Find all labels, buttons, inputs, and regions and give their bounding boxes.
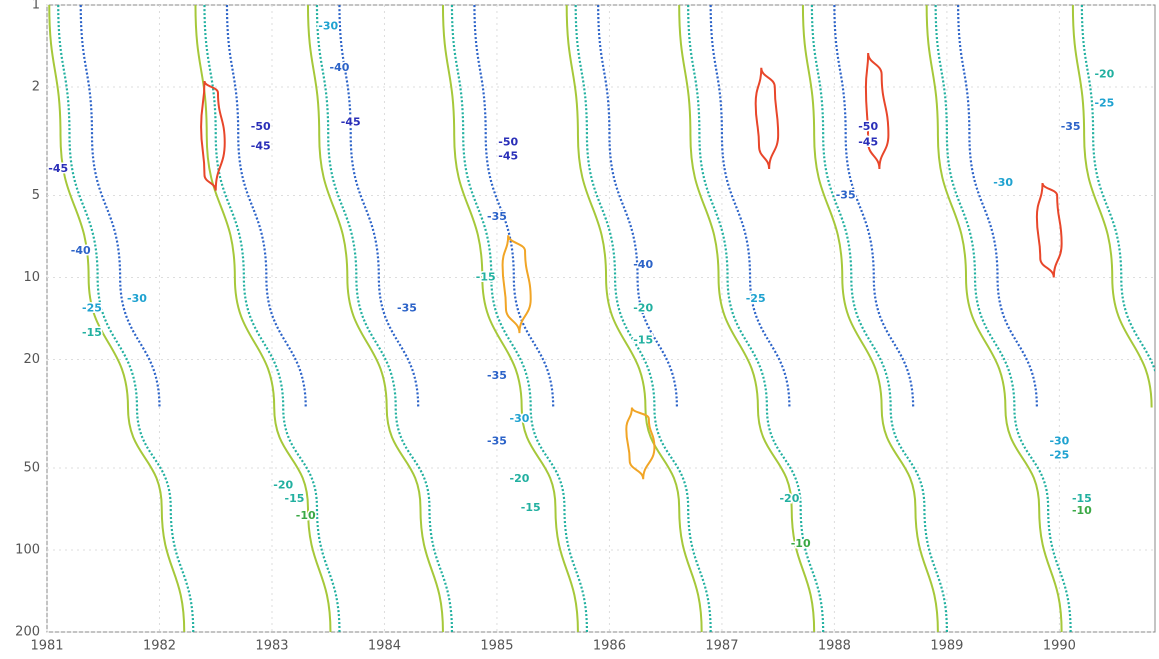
y-tick-label: 20 — [23, 352, 40, 367]
contour-line — [833, 5, 915, 408]
contour-label: -15 — [82, 326, 102, 339]
contour-label: -50 — [498, 136, 518, 149]
x-tick-label: 1984 — [368, 639, 401, 654]
contour-label: -45 — [48, 162, 68, 175]
contour-line — [934, 5, 1072, 632]
contour-label: -40 — [633, 258, 653, 271]
contour-label: -15 — [285, 492, 305, 505]
contour-label: -15 — [521, 501, 541, 514]
x-tick-label: 1989 — [930, 639, 963, 654]
contour-line — [801, 5, 939, 632]
contour-label: -25 — [1094, 97, 1114, 110]
contour-line — [1080, 5, 1155, 375]
contour-label: -50 — [858, 120, 878, 133]
contour-line — [709, 5, 791, 408]
contour-label: -15 — [476, 270, 496, 283]
contour-label: -45 — [858, 136, 878, 149]
contour-line — [225, 5, 307, 408]
contour-label: -35 — [487, 369, 507, 382]
contour-label: -25 — [1049, 448, 1069, 461]
grid — [46, 4, 1155, 633]
x-tick-label: 1990 — [1043, 639, 1076, 654]
contour-line — [473, 5, 555, 408]
contour-line — [450, 5, 589, 632]
contour-line — [687, 5, 825, 632]
contour-label: -20 — [779, 492, 799, 505]
contour-line — [203, 5, 341, 632]
plot-frame — [46, 4, 1156, 633]
contour-line — [57, 5, 195, 632]
contour-line — [597, 5, 679, 408]
contour-line — [79, 5, 161, 408]
contour-label: -35 — [1061, 120, 1081, 133]
contour-label: -35 — [397, 302, 417, 315]
contour-label: -10 — [296, 509, 316, 522]
contour-label: -45 — [498, 150, 518, 163]
contour-line — [338, 5, 420, 408]
y-tick-label: 1 — [32, 0, 40, 13]
x-tick-label: 1987 — [705, 639, 738, 654]
contour-line — [194, 5, 332, 632]
y-tick-label: 200 — [15, 625, 40, 640]
x-tick-label: 1983 — [255, 639, 288, 654]
y-tick-label: 5 — [32, 188, 40, 203]
contour-label: -30 — [510, 412, 530, 425]
y-tick-label: 50 — [23, 460, 40, 475]
contour-label: -50 — [251, 120, 271, 133]
contour-label: -35 — [487, 210, 507, 223]
contour-line — [315, 5, 454, 632]
contour-label: -35 — [836, 188, 856, 201]
contour-line — [678, 5, 816, 632]
contour-label: -15 — [1072, 492, 1092, 505]
contour-label: -30 — [127, 292, 147, 305]
contour-label: -20 — [1094, 68, 1114, 81]
contour-label: -20 — [273, 479, 293, 492]
contour-line — [441, 5, 579, 632]
contour-label: -45 — [341, 116, 361, 129]
contour-line — [957, 5, 1038, 408]
contour-label: -30 — [1049, 435, 1069, 448]
contour-label: -15 — [633, 333, 653, 346]
x-tick-label: 1988 — [818, 639, 851, 654]
x-tick-label: 1981 — [30, 639, 63, 654]
contour-line — [48, 5, 186, 632]
y-tick-label: 100 — [15, 542, 40, 557]
x-tick-label: 1982 — [143, 639, 176, 654]
contour-label: -25 — [746, 292, 766, 305]
contour-line — [574, 5, 712, 632]
contour-label: -10 — [791, 537, 811, 550]
contour-label: -45 — [251, 139, 271, 152]
y-tick-label: 10 — [23, 270, 40, 285]
contour-label: -40 — [330, 61, 350, 74]
contour-line — [306, 5, 444, 632]
contour-label: -20 — [633, 302, 653, 315]
contours — [48, 5, 1155, 632]
contour-line — [810, 5, 948, 632]
y-tick-label: 2 — [32, 80, 40, 95]
contour-line — [754, 67, 780, 170]
contour-label: -40 — [71, 244, 91, 257]
contour-label: -30 — [993, 176, 1013, 189]
contour-line — [864, 52, 890, 170]
contour-label: -30 — [318, 20, 338, 33]
contour-line — [925, 5, 1063, 632]
contour-label: -20 — [510, 472, 530, 485]
x-tick-label: 1986 — [593, 639, 626, 654]
x-tick-label: 1985 — [480, 639, 513, 654]
contour-line — [1071, 5, 1153, 408]
contour-line — [565, 5, 703, 632]
contour-line — [200, 80, 226, 191]
contour-label: -35 — [487, 435, 507, 448]
contour-labels: -50-45-45-40-25-15-30-45-40-30-50-45-35-… — [47, 18, 1116, 551]
contour-label: -10 — [1072, 504, 1092, 517]
contour-label: -25 — [82, 302, 102, 315]
